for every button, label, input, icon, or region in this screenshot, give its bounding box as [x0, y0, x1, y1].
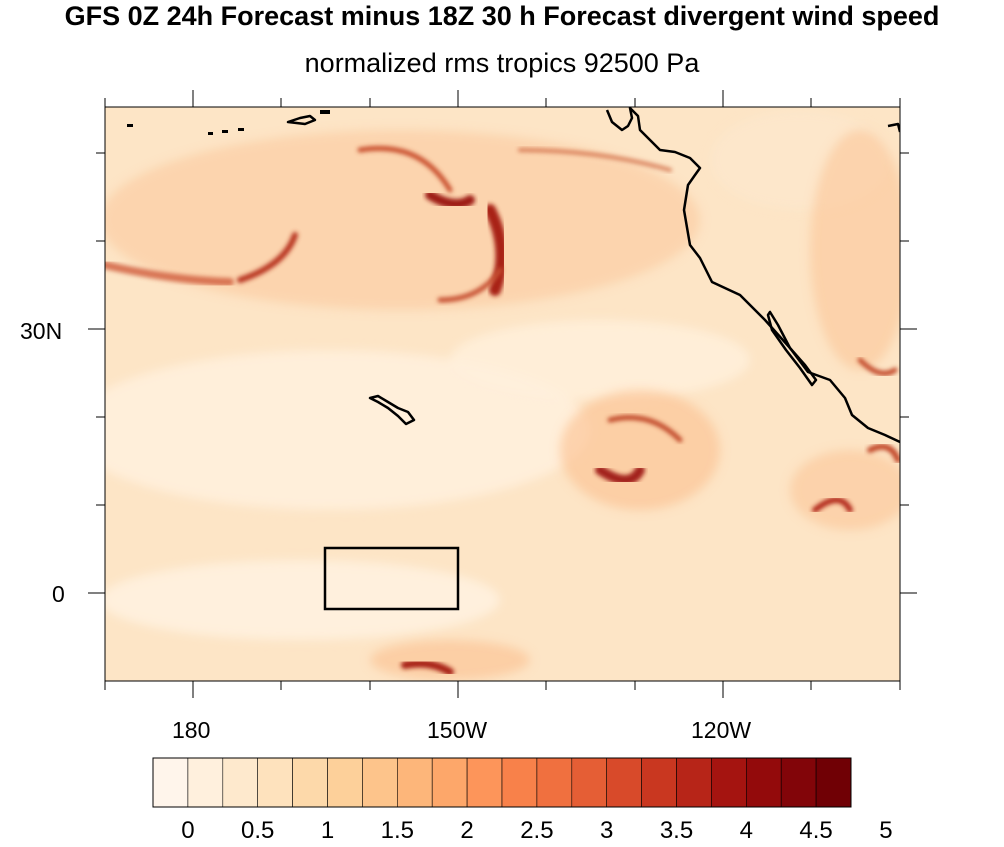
lon-label-150w: 150W	[427, 717, 488, 743]
moderate-region	[790, 450, 900, 530]
colorbar-swatch	[187, 757, 224, 808]
island	[238, 128, 244, 131]
lon-label-120w: 120W	[691, 717, 752, 743]
colorbar-swatch	[396, 757, 433, 808]
island	[127, 124, 133, 127]
colorbar-swatch	[431, 757, 468, 808]
highlight-box	[323, 546, 460, 611]
colorbar-tick-label: 1	[320, 817, 335, 844]
strong-wind-streaks	[105, 145, 900, 676]
colorbar-swatch	[571, 757, 607, 808]
streak	[401, 659, 454, 676]
island	[222, 130, 228, 133]
streak	[484, 204, 508, 296]
streak	[518, 148, 672, 172]
colorbar-swatch	[780, 757, 817, 808]
colorbar-swatch	[641, 757, 677, 808]
moderate-region	[810, 130, 900, 370]
aleutian-islands	[286, 114, 317, 126]
colorbar-swatch	[815, 757, 852, 808]
colorbar-tick-label: 3	[600, 817, 614, 844]
colorbar-tick-label: 0.5	[241, 817, 275, 844]
colorbar-tick-label: 2.5	[520, 817, 554, 844]
colorbar-frame	[152, 757, 852, 808]
lat-label-30n: 30N	[20, 318, 63, 344]
colorbar-swatch	[222, 757, 259, 808]
streak	[237, 232, 298, 283]
streak	[425, 190, 475, 209]
baja-california-coastline	[766, 310, 818, 387]
streak	[437, 267, 503, 303]
colorbar-tick-label: 4.5	[799, 817, 833, 844]
colorbar-swatch	[745, 757, 782, 808]
colorbar-swatch	[536, 757, 573, 808]
wind-speed-field	[105, 107, 900, 681]
colorbar	[152, 757, 852, 808]
streak	[857, 357, 898, 376]
colorbar-tick-label: 2	[460, 817, 474, 844]
streak	[607, 415, 683, 443]
small-islands	[127, 110, 330, 135]
calm-regions	[105, 110, 890, 640]
island	[320, 110, 330, 114]
north-america-coastline	[605, 107, 900, 444]
coastlines	[286, 107, 900, 444]
lon-label-180: 180	[172, 717, 211, 743]
streak	[595, 465, 645, 485]
map-title: GFS 0Z 24h Forecast minus 18Z 30 h Forec…	[64, 1, 940, 31]
colorbar-tick-label: 4	[739, 817, 753, 844]
calm-region	[105, 350, 590, 510]
axis-ticks	[88, 90, 917, 698]
hawaii-islands	[368, 394, 416, 426]
colorbar-tick-label: 0	[181, 817, 195, 844]
streak	[105, 261, 234, 286]
colorbar-tick-label: 5	[879, 817, 893, 844]
colorbar-swatch	[327, 757, 363, 808]
colorbar-swatch	[501, 757, 538, 808]
colorbar-swatch	[711, 757, 747, 808]
colorbar-swatch	[362, 757, 398, 808]
island	[208, 132, 213, 135]
colorbar-tick-label: 1.5	[380, 817, 414, 844]
calm-region	[105, 560, 500, 640]
colorbar-swatch	[152, 757, 189, 808]
colorbar-swatch	[606, 757, 642, 808]
map-frame	[104, 106, 901, 682]
calm-region	[450, 320, 750, 400]
map-subtitle: normalized rms tropics 92500 Pa	[304, 48, 700, 78]
streak	[812, 497, 853, 513]
colorbar-swatch	[466, 757, 503, 808]
moderate-region	[370, 640, 530, 680]
moderate-region	[560, 390, 720, 510]
coastline-fragment	[887, 122, 900, 133]
streak	[357, 145, 453, 193]
streak	[867, 443, 900, 463]
colorbar-swatch	[292, 757, 328, 808]
colorbar-tick-label: 3.5	[659, 817, 694, 844]
colorbar-swatch	[257, 757, 293, 808]
moderate-region	[105, 130, 700, 310]
lat-label-0: 0	[52, 581, 65, 607]
colorbar-swatch	[676, 757, 712, 808]
